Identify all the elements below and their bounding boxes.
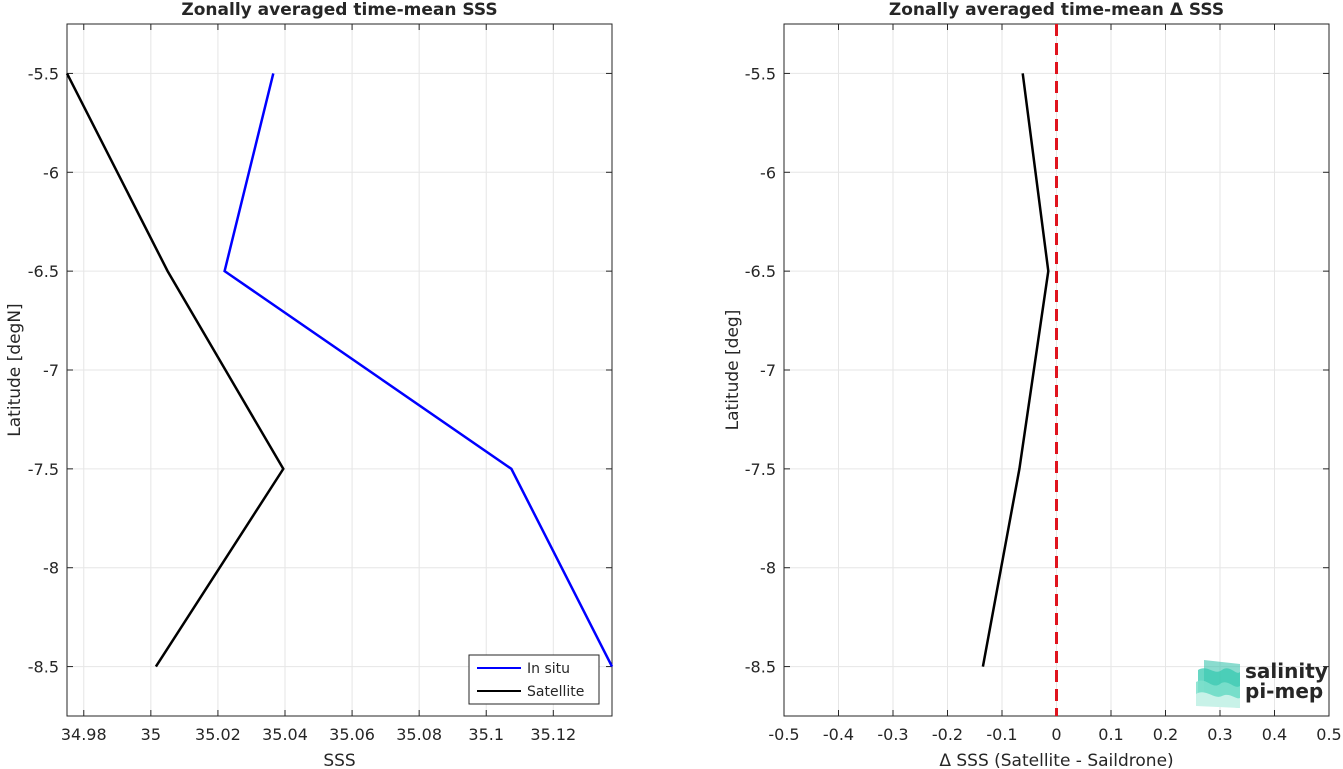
legend-box [468,654,600,705]
sss-x-tick-label: 35.08 [396,725,442,744]
delta-sss-y-tick-label: -6.5 [745,262,776,281]
sss-chart-title: Zonally averaged time-mean SSS [181,0,497,20]
delta-sss-y-tick-label: -6 [760,163,776,182]
sss-y-tick-label: -6 [43,163,59,182]
sss-x-tick-label: 35.02 [195,725,241,744]
logo-waves-icon [1196,660,1240,708]
sss-ticks: 34.98 35 35.02 35.04 35.06 35.08 35.1 35.12 -5.5… [28,24,612,744]
sss-y-tick-label: -8 [43,559,59,578]
delta-sss-ticks: -0.5 -0.4 -0.3 -0.2 -0.1 0 0.1 0.2 0.3 0.4 0.5 -5.5… [745,24,1342,744]
sss-x-tick-label: 35 [141,725,161,744]
logo-text-pi-mep: pi-mep [1245,679,1323,703]
sss-x-axis-label: SSS [323,751,355,769]
sss-x-tick-label: 35.1 [468,725,504,744]
delta-sss-y-tick-label: -8.5 [745,658,776,677]
sss-y-tick-label: -6.5 [28,262,59,281]
sss-y-tick-label: -5.5 [28,64,59,83]
sss-x-tick-label: 35.06 [329,725,375,744]
delta-sss-x-tick-label: -0.5 [768,725,799,744]
delta-sss-x-tick-label: -0.3 [877,725,908,744]
delta-sss-x-tick-label: -0.1 [986,725,1017,744]
delta-sss-x-tick-label: 0.2 [1153,725,1178,744]
delta-sss-x-tick-label: 0.5 [1316,725,1341,744]
logo-text-salinity: salinity [1245,659,1328,683]
delta-sss-y-tick-label: -8 [760,559,776,578]
delta-sss-x-tick-label: 0.3 [1207,725,1232,744]
sss-y-axis-label: Latitude [degN] [5,303,25,436]
sss-series-line-satellite [65,72,285,668]
sss-x-tick-label: 35.12 [530,725,576,744]
sss-y-tick-label: -8.5 [28,658,59,677]
sss-series-line-in-situ [223,73,614,668]
sss-legend: In situ Satellite [468,654,600,705]
salinity-pi-mep-logo: salinity pi-mep [1196,659,1328,708]
delta-sss-y-tick-label: -5.5 [745,64,776,83]
delta-sss-x-axis-label: Δ SSS (Satellite - Saildrone) [939,751,1173,769]
delta-sss-x-tick-label: 0.1 [1098,725,1123,744]
delta-sss-x-tick-label: 0.4 [1262,725,1287,744]
sss-x-tick-label: 34.98 [61,725,107,744]
sss-gridlines [67,24,612,716]
delta-sss-x-tick-label: -0.4 [823,725,854,744]
delta-sss-x-tick-label: -0.2 [932,725,963,744]
sss-panel: 34.98 35 35.02 35.04 35.06 35.08 35.1 35.12 -5.5… [5,0,614,769]
delta-sss-series-line-difference [981,73,1050,667]
delta-sss-y-axis-label: Latitude [deg] [723,310,743,431]
sss-x-tick-label: 35.04 [262,725,308,744]
delta-sss-chart-title: Zonally averaged time-mean Δ SSS [889,0,1224,20]
delta-sss-x-tick-label: 0 [1051,725,1061,744]
delta-sss-y-tick-label: -7.5 [745,460,776,479]
sss-series [65,72,614,668]
delta-sss-panel: -0.5 -0.4 -0.3 -0.2 -0.1 0 0.1 0.2 0.3 0.4 0.5 -5.5… [723,0,1342,769]
sss-y-tick-label: -7.5 [28,460,59,479]
delta-sss-y-tick-label: -7 [760,361,776,380]
legend-label-satellite: Satellite [527,684,584,700]
delta-sss-series [981,24,1058,716]
sss-y-tick-label: -7 [43,361,59,380]
legend-label-in-situ: In situ [527,661,570,677]
